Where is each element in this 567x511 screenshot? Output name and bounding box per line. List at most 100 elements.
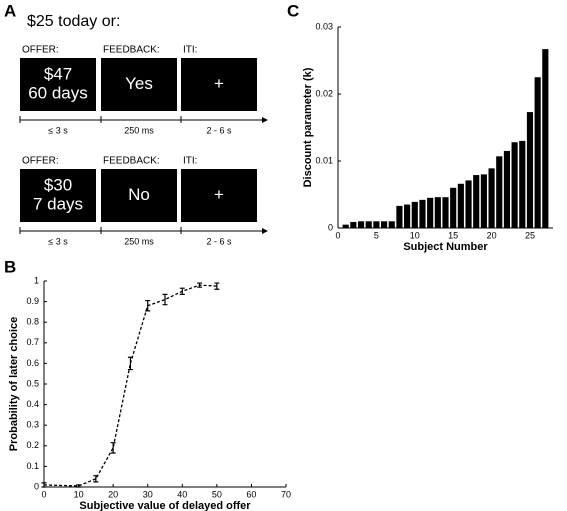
duration: 2 - 6 s bbox=[206, 125, 232, 135]
bar bbox=[503, 150, 510, 228]
y-tick-label: 0.9 bbox=[26, 296, 39, 306]
stage-label: FEEDBACK: bbox=[103, 45, 160, 56]
y-tick-label: 0 bbox=[34, 481, 39, 491]
y-tick-label: 1 bbox=[34, 275, 39, 285]
bar bbox=[365, 221, 372, 228]
x-tick-label: 0 bbox=[41, 489, 46, 499]
error-bar bbox=[93, 475, 99, 483]
bar bbox=[465, 180, 472, 228]
bar bbox=[542, 49, 549, 228]
stage-text: 7 days bbox=[33, 194, 83, 213]
duration: ≤ 3 s bbox=[48, 125, 68, 135]
x-tick-label: 5 bbox=[374, 230, 379, 240]
bar bbox=[373, 221, 380, 228]
y-tick-label: 0.8 bbox=[26, 317, 39, 327]
bar bbox=[511, 142, 518, 228]
bar bbox=[534, 77, 541, 228]
y-tick-label: 0.2 bbox=[26, 440, 39, 450]
bar bbox=[457, 183, 464, 228]
stage-box bbox=[181, 169, 257, 222]
stage-box bbox=[20, 169, 96, 222]
x-tick-label: 0 bbox=[335, 230, 340, 240]
x-tick-label: 15 bbox=[448, 230, 458, 240]
y-tick-label: 0.02 bbox=[315, 88, 333, 98]
stage-text: Yes bbox=[125, 74, 153, 93]
x-tick-label: 70 bbox=[281, 489, 291, 499]
y-axis-label: Discount parameter (k) bbox=[302, 67, 314, 187]
y-tick-label: 0.01 bbox=[315, 155, 333, 165]
bar bbox=[496, 156, 503, 228]
x-tick-label: 40 bbox=[177, 489, 187, 499]
stage-text: + bbox=[214, 185, 224, 204]
stage-text: $30 bbox=[44, 175, 72, 194]
y-tick-label: 0.3 bbox=[26, 420, 39, 430]
prompt: $25 today or: bbox=[27, 13, 120, 30]
duration: 250 ms bbox=[124, 125, 154, 135]
duration: 2 - 6 s bbox=[206, 236, 232, 246]
panel-label: A bbox=[4, 1, 16, 20]
bar bbox=[488, 168, 495, 228]
bar bbox=[357, 221, 365, 228]
error-bar bbox=[145, 299, 151, 312]
x-tick-label: 25 bbox=[525, 230, 535, 240]
y-tick-label: 0.4 bbox=[26, 399, 39, 409]
y-tick-label: 0 bbox=[328, 222, 333, 232]
timeline-arrow bbox=[262, 117, 268, 123]
bar bbox=[427, 197, 434, 228]
bar bbox=[388, 221, 395, 228]
y-tick-label: 0.7 bbox=[26, 337, 39, 347]
bar bbox=[526, 112, 534, 228]
error-bar bbox=[214, 282, 220, 290]
bar bbox=[519, 140, 526, 228]
x-tick-label: 10 bbox=[74, 489, 84, 499]
panel-label: B bbox=[4, 257, 16, 276]
stage-box bbox=[101, 169, 177, 222]
stage-text: 60 days bbox=[28, 83, 88, 102]
error-bar bbox=[76, 484, 82, 488]
data-line bbox=[43, 284, 217, 487]
bar bbox=[396, 205, 403, 228]
error-bar bbox=[162, 293, 168, 306]
x-tick-label: 10 bbox=[410, 230, 420, 240]
y-tick-label: 0.1 bbox=[26, 461, 39, 471]
stage-label: OFFER: bbox=[22, 156, 59, 167]
error-bar bbox=[197, 282, 203, 288]
y-axis-label: Probability of later choice bbox=[8, 317, 20, 451]
duration: 250 ms bbox=[124, 236, 154, 246]
error-bar bbox=[179, 287, 185, 295]
stage-text: No bbox=[128, 185, 150, 204]
x-tick-label: 50 bbox=[212, 489, 222, 499]
x-tick-label: 20 bbox=[108, 489, 118, 499]
x-axis-label: Subjective value of delayed offer bbox=[79, 500, 251, 511]
bar bbox=[381, 221, 388, 228]
stage-box bbox=[20, 58, 96, 111]
stage-label: FEEDBACK: bbox=[103, 156, 160, 167]
timeline-arrow bbox=[262, 228, 268, 234]
duration: ≤ 3 s bbox=[48, 236, 68, 246]
bar bbox=[419, 199, 426, 228]
stage-box bbox=[181, 58, 257, 111]
stage-box bbox=[101, 58, 177, 111]
panel-label: C bbox=[287, 1, 299, 20]
stage-text: $47 bbox=[44, 64, 72, 83]
bar bbox=[350, 221, 357, 228]
error-bar bbox=[41, 482, 47, 488]
bar bbox=[480, 174, 487, 228]
bar bbox=[434, 197, 441, 228]
y-tick-label: 0.03 bbox=[315, 21, 333, 31]
stage-label: ITI: bbox=[183, 156, 197, 167]
error-bar bbox=[127, 356, 133, 371]
x-axis-label: Subject Number bbox=[403, 241, 488, 253]
y-tick-label: 0.6 bbox=[26, 358, 39, 368]
y-tick-label: 0.5 bbox=[26, 378, 39, 388]
stage-label: OFFER: bbox=[22, 45, 59, 56]
bar bbox=[473, 175, 480, 228]
bar bbox=[342, 224, 349, 228]
bar bbox=[411, 201, 418, 228]
x-tick-label: 60 bbox=[246, 489, 256, 499]
x-tick-label: 20 bbox=[487, 230, 497, 240]
stage-text: + bbox=[214, 74, 224, 93]
stage-label: ITI: bbox=[183, 45, 197, 56]
